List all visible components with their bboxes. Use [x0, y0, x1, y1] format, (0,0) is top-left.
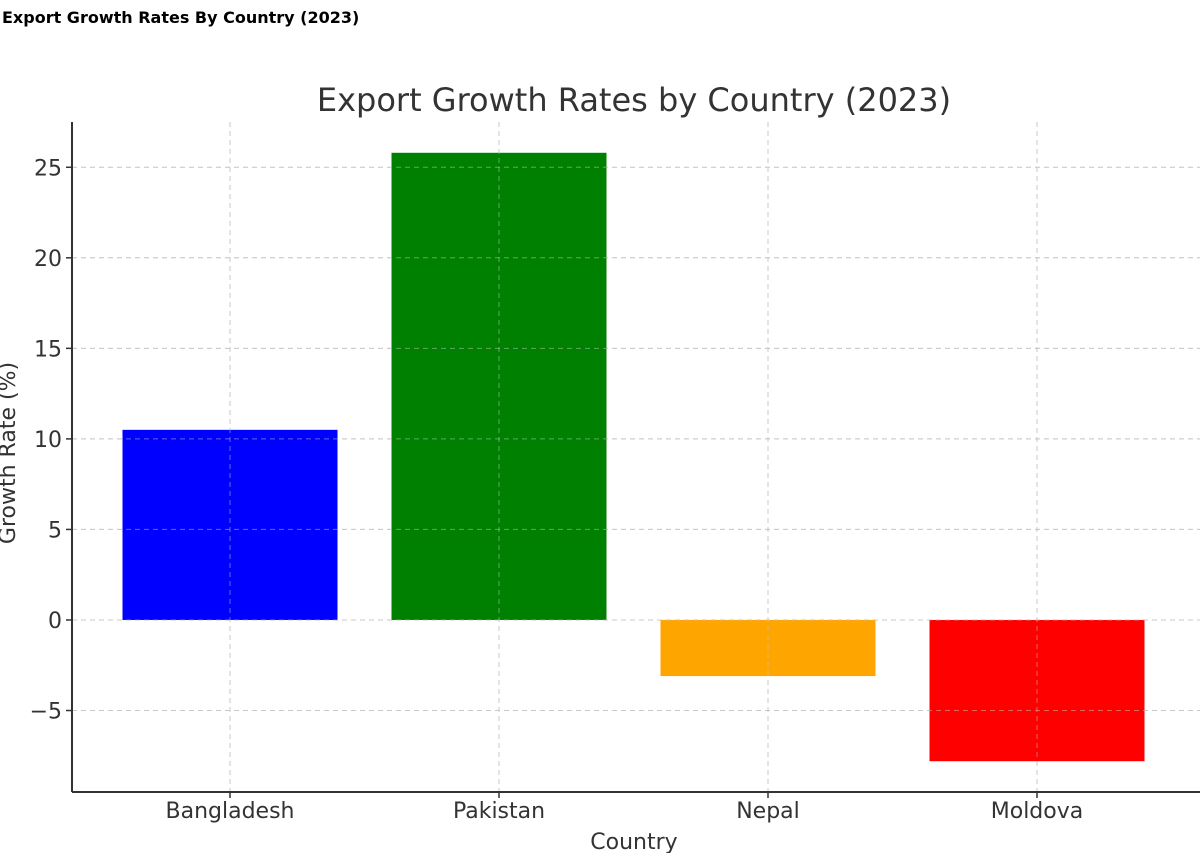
y-tick-label: 5 [48, 518, 62, 543]
x-tick-label: Pakistan [453, 799, 545, 824]
x-tick-label: Nepal [736, 799, 800, 824]
y-tick-label: 0 [48, 609, 62, 634]
bar-layer [72, 122, 1200, 792]
bar-bangladesh [122, 429, 338, 620]
axis-layer: −5 0 5 10 15 20 25 Bangladesh Pakistan Nepal Moldo… [30, 122, 1200, 824]
x-tick-label: Bangladesh [166, 799, 295, 824]
y-tick-label: 20 [34, 247, 62, 272]
x-axis-label: Country [590, 830, 677, 853]
y-tick-label: 15 [34, 337, 62, 362]
y-tick-label: 10 [34, 428, 62, 453]
y-tick-label: 25 [34, 156, 62, 181]
y-axis-label: Growth Rate (%) [0, 362, 21, 544]
page-header: Export Growth Rates By Country (2023) [2, 8, 360, 27]
x-tick-label: Moldova [991, 799, 1083, 824]
y-tick-label: −5 [30, 700, 62, 725]
chart-title: Export Growth Rates by Country (2023) [317, 81, 951, 119]
